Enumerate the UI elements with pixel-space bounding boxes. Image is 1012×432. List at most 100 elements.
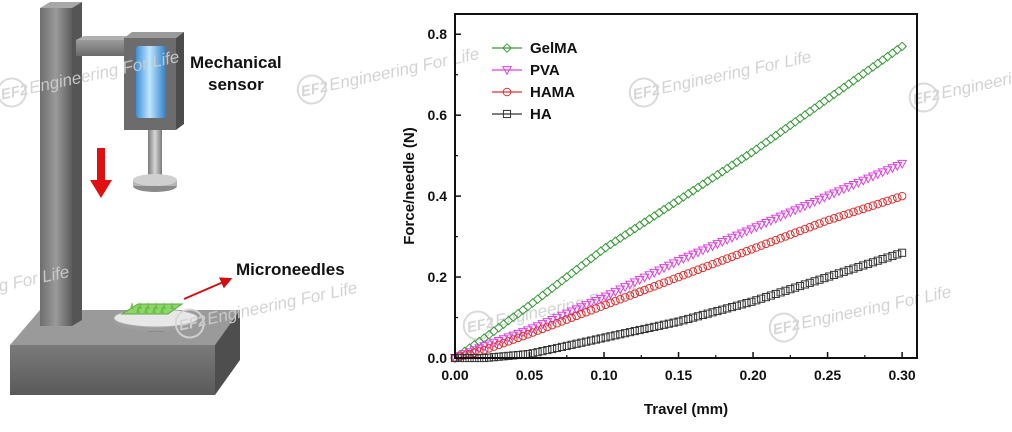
data-point-pva xyxy=(843,183,854,193)
data-point-ha xyxy=(698,310,707,320)
data-point-hama xyxy=(528,328,538,337)
data-point-hama xyxy=(635,287,644,297)
data-point-gelma xyxy=(814,99,825,110)
data-point-gelma xyxy=(804,106,815,117)
data-point-pva xyxy=(673,257,684,267)
data-point-hama xyxy=(810,221,819,230)
data-point-hama xyxy=(824,215,834,225)
data-point-pva xyxy=(586,299,597,309)
data-point-gelma xyxy=(882,51,893,62)
data-point-pva xyxy=(629,278,640,288)
data-point-hama xyxy=(854,206,863,215)
data-point-gelma xyxy=(576,261,587,271)
microneedle-patch xyxy=(120,302,184,315)
data-point-pva xyxy=(819,193,830,203)
data-point-hama xyxy=(640,285,649,295)
data-point-pva xyxy=(644,271,655,281)
data-point-pva xyxy=(561,309,572,319)
data-point-pva xyxy=(794,204,806,214)
data-point-ha xyxy=(810,277,819,286)
data-point-hama xyxy=(829,214,839,223)
data-point-pva xyxy=(615,285,626,295)
x-tick-label: 0.05 xyxy=(516,367,543,383)
data-point-ha xyxy=(538,347,547,356)
data-point-gelma xyxy=(595,246,606,257)
data-point-ha xyxy=(572,339,581,348)
data-point-hama xyxy=(567,313,576,322)
data-point-gelma xyxy=(673,195,684,206)
data-point-gelma xyxy=(537,290,548,301)
data-point-pva xyxy=(833,187,844,197)
data-point-pva xyxy=(799,202,810,212)
legend-label: HAMA xyxy=(530,84,575,101)
data-point-gelma xyxy=(668,198,679,209)
series-gelma xyxy=(450,41,908,363)
data-point-hama xyxy=(883,196,892,206)
data-point-hama xyxy=(834,212,844,221)
data-point-hama xyxy=(718,256,727,265)
data-point-pva xyxy=(678,254,689,264)
data-point-ha xyxy=(761,293,771,302)
data-point-pva xyxy=(824,191,835,201)
data-point-hama xyxy=(543,322,552,332)
data-point-hama xyxy=(513,333,523,343)
data-point-ha xyxy=(766,291,775,300)
data-point-gelma xyxy=(557,275,567,286)
data-point-hama xyxy=(708,259,717,269)
data-point-gelma xyxy=(897,41,908,52)
legend-label: HA xyxy=(530,106,552,123)
data-point-pva xyxy=(780,210,791,220)
data-point-pva xyxy=(697,246,708,256)
data-point-gelma xyxy=(838,82,849,93)
data-point-hama xyxy=(698,263,708,273)
data-point-pva xyxy=(668,259,679,269)
data-point-ha xyxy=(703,309,712,318)
data-point-ha xyxy=(854,262,863,272)
watermark-text: Engineering For Life xyxy=(939,52,1012,102)
data-point-gelma xyxy=(727,160,737,171)
data-point-hama xyxy=(586,306,596,315)
data-point-hama xyxy=(669,274,678,284)
data-point-gelma xyxy=(697,179,708,190)
data-point-ha xyxy=(781,286,790,295)
data-point-ha xyxy=(659,320,669,329)
data-point-ha xyxy=(630,327,639,336)
data-point-gelma xyxy=(654,207,665,218)
data-point-pva xyxy=(897,159,908,169)
data-point-ha xyxy=(543,346,552,355)
data-point-pva xyxy=(634,276,645,286)
data-point-ha xyxy=(693,312,703,321)
data-point-gelma xyxy=(688,185,699,196)
data-point-gelma xyxy=(663,201,674,212)
watermark-text: Engineering For Life xyxy=(799,282,953,332)
data-point-pva xyxy=(595,294,606,304)
data-point-ha xyxy=(742,299,751,308)
data-point-gelma xyxy=(717,166,728,177)
data-point-gelma xyxy=(712,169,723,180)
x-tick-label: 0.30 xyxy=(888,367,915,383)
data-point-pva xyxy=(605,290,616,300)
data-point-gelma xyxy=(892,44,903,55)
data-point-ha xyxy=(795,281,805,291)
data-point-hama xyxy=(479,345,489,355)
legend-entry-hama: HAMA xyxy=(492,84,575,101)
data-point-hama xyxy=(703,261,712,271)
data-point-hama xyxy=(756,241,766,250)
data-point-hama xyxy=(664,276,674,286)
data-point-gelma xyxy=(620,230,630,240)
data-point-ha xyxy=(771,289,780,299)
data-point-ha xyxy=(800,280,809,289)
data-point-ha xyxy=(684,314,693,324)
data-point-gelma xyxy=(790,116,801,127)
data-point-pva xyxy=(775,212,786,222)
data-point-hama xyxy=(795,226,805,236)
chart-legend: GelMA PVA HAMA HA xyxy=(492,40,578,123)
data-point-pva xyxy=(571,305,582,315)
data-point-gelma xyxy=(702,176,713,187)
data-point-pva xyxy=(620,283,631,293)
data-point-hama xyxy=(518,331,528,341)
data-point-pva xyxy=(600,292,611,302)
data-point-gelma xyxy=(693,182,703,193)
data-point-pva xyxy=(882,166,893,176)
data-point-gelma xyxy=(863,65,873,76)
